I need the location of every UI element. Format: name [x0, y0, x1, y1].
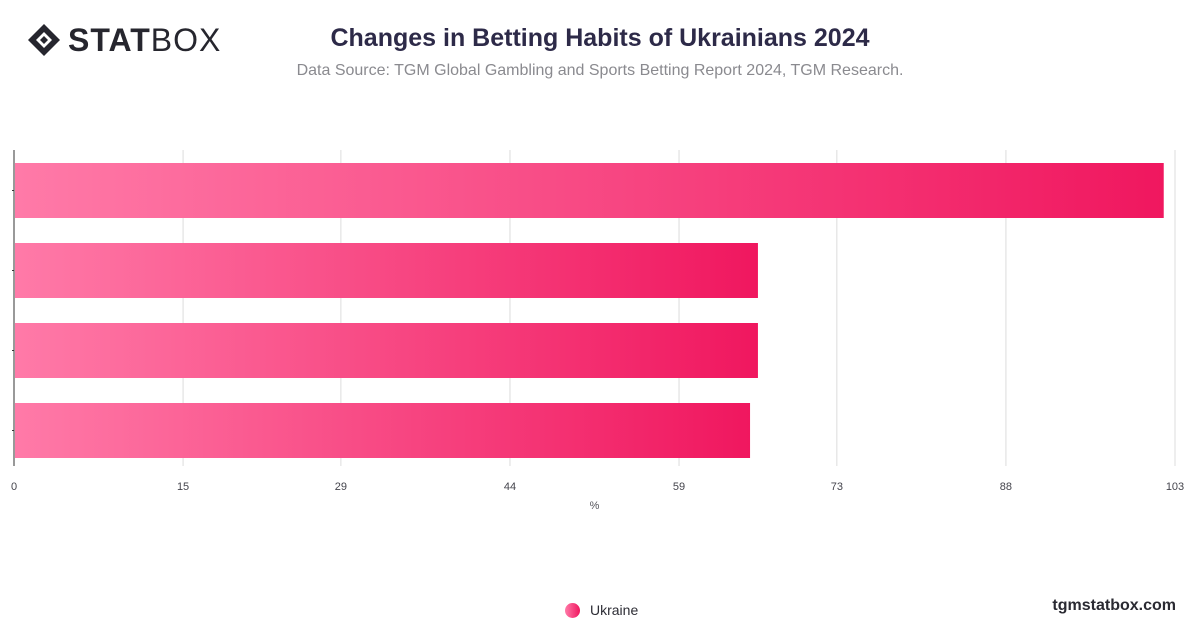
- chart-title: Changes in Betting Habits of Ukrainians …: [330, 24, 870, 52]
- x-tick-label-15: 15: [177, 481, 189, 493]
- x-axis-title: %: [590, 500, 600, 512]
- logo-text-light: BOX: [150, 22, 222, 58]
- chart-subtitle: Data Source: TGM Global Gambling and Spo…: [296, 62, 904, 79]
- bars: [15, 163, 1164, 458]
- bar-3[interactable]: [15, 323, 758, 378]
- x-tick-label-29: 29: [335, 481, 347, 493]
- x-tick-label-73: 73: [831, 481, 843, 493]
- x-axis: 0 15 29 44 59 73 88 103: [11, 150, 1184, 493]
- statbox-diamond-icon: [28, 24, 60, 56]
- x-tick-label-0: 0: [11, 481, 17, 493]
- legend[interactable]: Ukraine: [565, 602, 638, 618]
- logo-text-bold: STAT: [68, 22, 151, 58]
- logo-text: STATBOX: [68, 22, 221, 58]
- legend-label-ukraine: Ukraine: [590, 602, 639, 618]
- x-tick-label-103: 103: [1166, 481, 1184, 493]
- x-tick-label-59: 59: [673, 481, 685, 493]
- bar-2[interactable]: [15, 243, 758, 298]
- statbox-logo: STATBOX: [26, 22, 221, 58]
- x-tick-label-44: 44: [504, 481, 516, 493]
- bar-1[interactable]: [15, 163, 1164, 218]
- footer-site[interactable]: tgmstatbox.com: [1052, 597, 1176, 614]
- bar-4[interactable]: [15, 403, 751, 458]
- legend-swatch-icon: [565, 602, 580, 618]
- x-tick-label-88: 88: [1000, 481, 1012, 493]
